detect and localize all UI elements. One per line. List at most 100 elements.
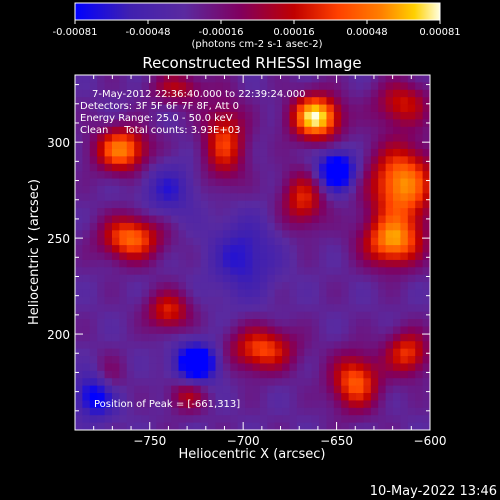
heatmap-cell [97,400,106,409]
heatmap-cell [222,215,231,224]
colorbar-tick-label: 0.00081 [419,27,460,38]
heatmap-cell [385,156,394,165]
heatmap-cell [148,82,157,91]
heatmap-cell [363,407,372,416]
heatmap-cell [289,126,298,135]
heatmap-cell [363,385,372,394]
heatmap-cell [400,141,409,150]
heatmap-cell [296,326,305,335]
heatmap-cell [148,215,157,224]
heatmap-cell [378,415,387,424]
heatmap-cell [252,222,261,231]
heatmap-cell [267,252,276,261]
heatmap-cell [141,200,150,209]
heatmap-cell [341,296,350,305]
heatmap-cell [422,141,430,150]
heatmap-cell [237,97,246,106]
heatmap-cell [111,237,120,246]
heatmap-cell [185,237,194,246]
heatmap-cell [178,348,187,357]
heatmap-cell [200,134,209,143]
heatmap-cell [97,385,106,394]
heatmap-cell [163,319,172,328]
heatmap-cell [126,230,135,239]
heatmap-cell [193,104,202,113]
heatmap-cell [82,259,91,268]
heatmap-cell [422,237,430,246]
heatmap-cell [208,75,217,83]
heatmap-cell [422,215,430,224]
heatmap-cell [156,348,165,357]
heatmap-cell [319,97,328,106]
heatmap-cell [289,407,298,416]
heatmap-cell [75,193,83,202]
heatmap-cell [193,415,202,424]
heatmap-cell [126,134,135,143]
heatmap-cell [148,89,157,98]
heatmap-cell [415,178,424,187]
heatmap-cell [415,326,424,335]
heatmap-cell [289,163,298,172]
heatmap-cell [237,311,246,320]
heatmap-cell [148,104,157,113]
heatmap-cell [245,134,254,143]
heatmap-cell [393,385,402,394]
heatmap-cell [282,156,291,165]
heatmap-cell [119,171,128,180]
heatmap-cell [200,370,209,379]
heatmap-cell [171,237,180,246]
heatmap-cell [126,208,135,217]
heatmap-cell [126,348,135,357]
heatmap-cell [237,267,246,276]
heatmap-cell [356,252,365,261]
heatmap-cell [422,89,430,98]
heatmap-cell [385,82,394,91]
heatmap-cell [400,230,409,239]
heatmap-cell [282,319,291,328]
heatmap-cell [156,134,165,143]
heatmap-cell [75,311,83,320]
heatmap-cell [326,193,335,202]
heatmap-cell [385,237,394,246]
heatmap-cell [97,422,106,430]
heatmap-cell [97,319,106,328]
heatmap-cell [415,378,424,387]
heatmap-cell [259,171,268,180]
heatmap-cell [119,178,128,187]
heatmap-cell [230,356,239,365]
heatmap-cell [126,252,135,261]
heatmap-cell [304,356,313,365]
heatmap-cell [326,341,335,350]
heatmap-cell [407,178,416,187]
heatmap-cell [267,193,276,202]
heatmap-cell [296,156,305,165]
heatmap-cell [141,178,150,187]
heatmap-cell [148,111,157,120]
heatmap-cell [178,259,187,268]
heatmap-cell [296,97,305,106]
heatmap-cell [126,289,135,298]
heatmap-cell [311,230,320,239]
heatmap-cell [111,230,120,239]
heatmap-cell [75,230,83,239]
heatmap-cell [185,148,194,157]
heatmap-cell [193,400,202,409]
heatmap-cell [370,282,379,291]
heatmap-cell [363,82,372,91]
heatmap-cell [304,252,313,261]
heatmap-cell [200,252,209,261]
heatmap-cell [356,393,365,402]
heatmap-cell [178,370,187,379]
heatmap-cell [237,200,246,209]
heatmap-cell [385,259,394,268]
heatmap-cell [326,126,335,135]
heatmap-cell [282,274,291,283]
heatmap-cell [148,119,157,128]
heatmap-cell [237,119,246,128]
heatmap-cell [385,267,394,276]
heatmap-cell [75,422,83,430]
heatmap-cell [237,407,246,416]
heatmap-cell [289,89,298,98]
heatmap-cell [156,230,165,239]
heatmap-cell [289,252,298,261]
